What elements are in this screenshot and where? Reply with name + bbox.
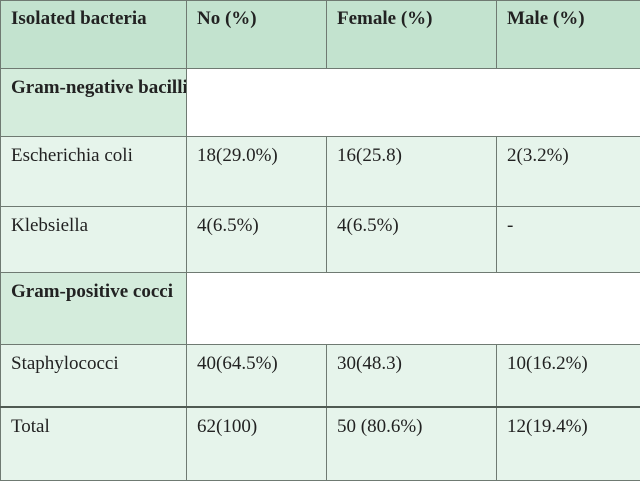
bacteria-name-cell: Staphylococci [1, 345, 187, 407]
male-percent-cell: - [497, 207, 640, 273]
table-header-row: Isolated bacteria No (%) Female (%) Male… [1, 1, 640, 69]
no-percent-cell: 4(6.5%) [187, 207, 327, 273]
male-percent-cell: 2(3.2%) [497, 137, 640, 207]
bacteria-name-cell: Klebsiella [1, 207, 187, 273]
table-row: Staphylococci 40(64.5%) 30(48.3) 10(16.2… [1, 345, 640, 407]
male-percent-cell: 10(16.2%) [497, 345, 640, 407]
total-label-cell: Total [1, 407, 187, 481]
header-no-percent: No (%) [187, 1, 327, 69]
section-label-gram-positive: Gram-positive cocci [1, 273, 187, 345]
section-blank-cell [187, 69, 640, 137]
total-male-percent-cell: 12(19.4%) [497, 407, 640, 481]
section-blank-cell [187, 273, 640, 345]
section-label-gram-negative: Gram-negative bacilli [1, 69, 187, 137]
header-isolated-bacteria: Isolated bacteria [1, 1, 187, 69]
total-female-percent-cell: 50 (80.6%) [327, 407, 497, 481]
total-no-percent-cell: 62(100) [187, 407, 327, 481]
table-row: Klebsiella 4(6.5%) 4(6.5%) - [1, 207, 640, 273]
no-percent-cell: 18(29.0%) [187, 137, 327, 207]
female-percent-cell: 4(6.5%) [327, 207, 497, 273]
header-male-percent: Male (%) [497, 1, 640, 69]
total-row: Total 62(100) 50 (80.6%) 12(19.4%) [1, 407, 640, 481]
section-row-gram-negative: Gram-negative bacilli [1, 69, 640, 137]
header-female-percent: Female (%) [327, 1, 497, 69]
female-percent-cell: 16(25.8) [327, 137, 497, 207]
table-row: Escherichia coli 18(29.0%) 16(25.8) 2(3.… [1, 137, 640, 207]
section-row-gram-positive: Gram-positive cocci [1, 273, 640, 345]
no-percent-cell: 40(64.5%) [187, 345, 327, 407]
female-percent-cell: 30(48.3) [327, 345, 497, 407]
bacteria-name-cell: Escherichia coli [1, 137, 187, 207]
